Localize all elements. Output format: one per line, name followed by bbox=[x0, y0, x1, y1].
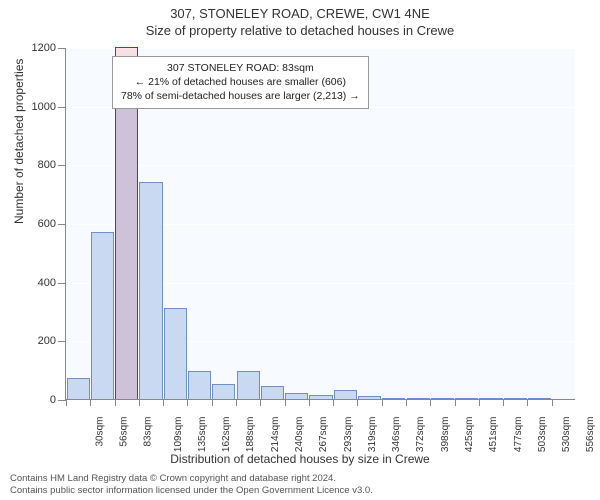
x-tick-label: 530sqm bbox=[561, 417, 572, 453]
x-tick bbox=[333, 399, 334, 406]
y-tick bbox=[58, 107, 66, 108]
histogram-bar bbox=[139, 182, 162, 399]
x-tick-label: 30sqm bbox=[94, 417, 105, 447]
x-tick bbox=[66, 399, 67, 406]
y-tick-label: 400 bbox=[38, 277, 56, 289]
y-tick-label: 200 bbox=[38, 335, 56, 347]
x-tick-label: 162sqm bbox=[221, 417, 232, 453]
y-tick bbox=[58, 165, 66, 166]
x-tick bbox=[357, 399, 358, 406]
x-tick bbox=[503, 399, 504, 406]
x-tick-label: 503sqm bbox=[537, 417, 548, 453]
x-tick-label: 214sqm bbox=[270, 417, 281, 453]
x-tick-label: 425sqm bbox=[464, 417, 475, 453]
x-axis-label: Distribution of detached houses by size … bbox=[0, 452, 600, 466]
y-tick bbox=[58, 400, 66, 401]
x-tick bbox=[309, 399, 310, 406]
x-tick-label: 398sqm bbox=[440, 417, 451, 453]
x-tick bbox=[455, 399, 456, 406]
y-axis-label: Number of detached properties bbox=[12, 59, 26, 224]
histogram-bar bbox=[407, 398, 430, 399]
histogram-bar bbox=[309, 395, 332, 399]
footer-line2: Contains public sector information licen… bbox=[10, 485, 373, 497]
histogram-bar bbox=[382, 398, 405, 399]
x-tick-label: 109sqm bbox=[173, 417, 184, 453]
histogram-bar bbox=[431, 398, 454, 399]
x-tick bbox=[139, 399, 140, 406]
histogram-bar bbox=[261, 386, 284, 399]
histogram-bar bbox=[67, 378, 90, 399]
histogram-bar bbox=[285, 393, 308, 399]
x-tick-label: 372sqm bbox=[415, 417, 426, 453]
page-title-line2: Size of property relative to detached ho… bbox=[0, 21, 600, 38]
x-tick-label: 267sqm bbox=[318, 417, 329, 453]
x-tick-label: 56sqm bbox=[118, 417, 129, 447]
x-tick bbox=[90, 399, 91, 406]
histogram-bar bbox=[479, 398, 502, 399]
histogram-bar bbox=[212, 384, 235, 399]
x-tick bbox=[260, 399, 261, 406]
y-tick-label: 800 bbox=[38, 159, 56, 171]
page-title-line1: 307, STONELEY ROAD, CREWE, CW1 4NE bbox=[0, 0, 600, 21]
histogram-bar bbox=[504, 398, 527, 399]
grid-line bbox=[66, 48, 575, 49]
x-tick-label: 240sqm bbox=[294, 417, 305, 453]
y-tick bbox=[58, 341, 66, 342]
x-tick-label: 319sqm bbox=[367, 417, 378, 453]
x-tick-label: 556sqm bbox=[585, 417, 596, 453]
x-tick-label: 346sqm bbox=[391, 417, 402, 453]
x-tick-label: 83sqm bbox=[143, 417, 154, 447]
annotation-line1: 307 STONELEY ROAD: 83sqm bbox=[121, 61, 360, 75]
histogram-bar bbox=[188, 371, 211, 399]
histogram-bar bbox=[334, 390, 357, 399]
x-tick-label: 477sqm bbox=[513, 417, 524, 453]
y-tick-label: 1000 bbox=[32, 101, 56, 113]
footer-attribution: Contains HM Land Registry data © Crown c… bbox=[10, 473, 373, 497]
x-tick bbox=[406, 399, 407, 406]
x-tick bbox=[285, 399, 286, 406]
x-tick bbox=[552, 399, 553, 406]
x-tick bbox=[187, 399, 188, 406]
annotation-line3: 78% of semi-detached houses are larger (… bbox=[121, 89, 360, 103]
y-tick-label: 0 bbox=[50, 394, 56, 406]
x-tick bbox=[212, 399, 213, 406]
histogram-bar bbox=[115, 94, 138, 399]
x-tick-label: 188sqm bbox=[245, 417, 256, 453]
footer-line1: Contains HM Land Registry data © Crown c… bbox=[10, 473, 373, 485]
x-tick-label: 135sqm bbox=[197, 417, 208, 453]
x-tick-label: 293sqm bbox=[343, 417, 354, 453]
y-tick bbox=[58, 48, 66, 49]
x-tick bbox=[115, 399, 116, 406]
y-tick bbox=[58, 283, 66, 284]
histogram-bar bbox=[358, 396, 381, 399]
y-tick-label: 600 bbox=[38, 218, 56, 230]
annotation-box: 307 STONELEY ROAD: 83sqm ← 21% of detach… bbox=[112, 56, 369, 109]
x-tick bbox=[430, 399, 431, 406]
histogram-bar bbox=[237, 371, 260, 399]
histogram-bar bbox=[455, 398, 478, 399]
x-tick bbox=[236, 399, 237, 406]
histogram-bar bbox=[528, 398, 551, 399]
x-tick-label: 451sqm bbox=[488, 417, 499, 453]
x-tick bbox=[479, 399, 480, 406]
x-tick bbox=[163, 399, 164, 406]
grid-line bbox=[66, 165, 575, 166]
histogram-bar bbox=[164, 308, 187, 399]
y-tick-label: 1200 bbox=[32, 42, 56, 54]
y-tick bbox=[58, 224, 66, 225]
annotation-line2: ← 21% of detached houses are smaller (60… bbox=[121, 75, 360, 89]
histogram-bar bbox=[91, 232, 114, 399]
x-tick bbox=[382, 399, 383, 406]
x-tick bbox=[527, 399, 528, 406]
